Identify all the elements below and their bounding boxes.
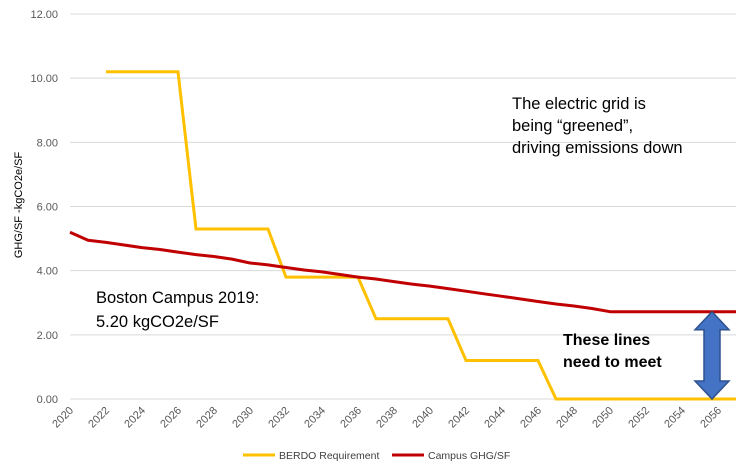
x-tick-label: 2022 (86, 405, 112, 431)
annotation-grid-line1: The electric grid is (512, 95, 646, 113)
y-axis-label: GHG/SF -kgCO2e/SF (13, 152, 25, 259)
annotation-campus-line1: Boston Campus 2019: (96, 289, 259, 307)
annotation-campus-line2: 5.20 kgCO2e/SF (96, 313, 219, 331)
x-tick-label: 2056 (698, 405, 724, 431)
legend-label-berdo: BERDO Requirement (279, 450, 379, 462)
x-tick-label: 2042 (446, 405, 472, 431)
x-tick-label: 2036 (338, 405, 364, 431)
x-tick-label: 2050 (590, 405, 616, 431)
y-tick-label: 10.00 (30, 73, 58, 85)
x-tick-label: 2020 (50, 405, 76, 431)
x-tick-label: 2052 (626, 405, 652, 431)
y-tick-label: 6.00 (37, 202, 58, 214)
x-tick-label: 2034 (302, 405, 328, 431)
x-tick-label: 2028 (194, 405, 220, 431)
x-tick-label: 2044 (482, 405, 508, 431)
series-berdo-requirement-line (106, 70, 736, 401)
y-tick-label: 8.00 (37, 137, 58, 149)
x-tick-label: 2026 (158, 405, 184, 431)
double-arrow-icon (693, 310, 731, 401)
y-axis-ticks: 0.00 2.00 4.00 6.00 8.00 10.00 12.00 (30, 9, 58, 406)
annotation-grid-line2: being “greened”, (512, 117, 633, 135)
x-tick-label: 2054 (662, 405, 688, 431)
x-tick-label: 2048 (554, 405, 580, 431)
x-tick-label: 2038 (374, 405, 400, 431)
y-tick-label: 4.00 (37, 266, 58, 278)
y-tick-label: 2.00 (37, 330, 58, 342)
legend-label-campus: Campus GHG/SF (428, 450, 510, 462)
x-tick-label: 2030 (230, 405, 256, 431)
y-tick-label: 0.00 (37, 394, 58, 406)
annotation-meet-line2: need to meet (563, 354, 662, 371)
x-axis-ticks: 2020 2022 2024 2026 2028 2030 2032 2034 2036 2038… (50, 405, 724, 431)
x-tick-label: 2032 (266, 405, 292, 431)
series-campus-ghg-line (69, 230, 736, 314)
gridlines (70, 13, 736, 400)
x-tick-label: 2040 (410, 405, 436, 431)
double-arrow-shape (693, 310, 731, 401)
annotation-grid-line3: driving emissions down (512, 139, 683, 157)
annotation-meet-line1: These lines (563, 332, 650, 349)
y-tick-label: 12.00 (30, 9, 58, 21)
x-tick-label: 2046 (518, 405, 544, 431)
x-tick-label: 2024 (122, 405, 148, 431)
legend: BERDO Requirement Campus GHG/SF (243, 450, 510, 462)
